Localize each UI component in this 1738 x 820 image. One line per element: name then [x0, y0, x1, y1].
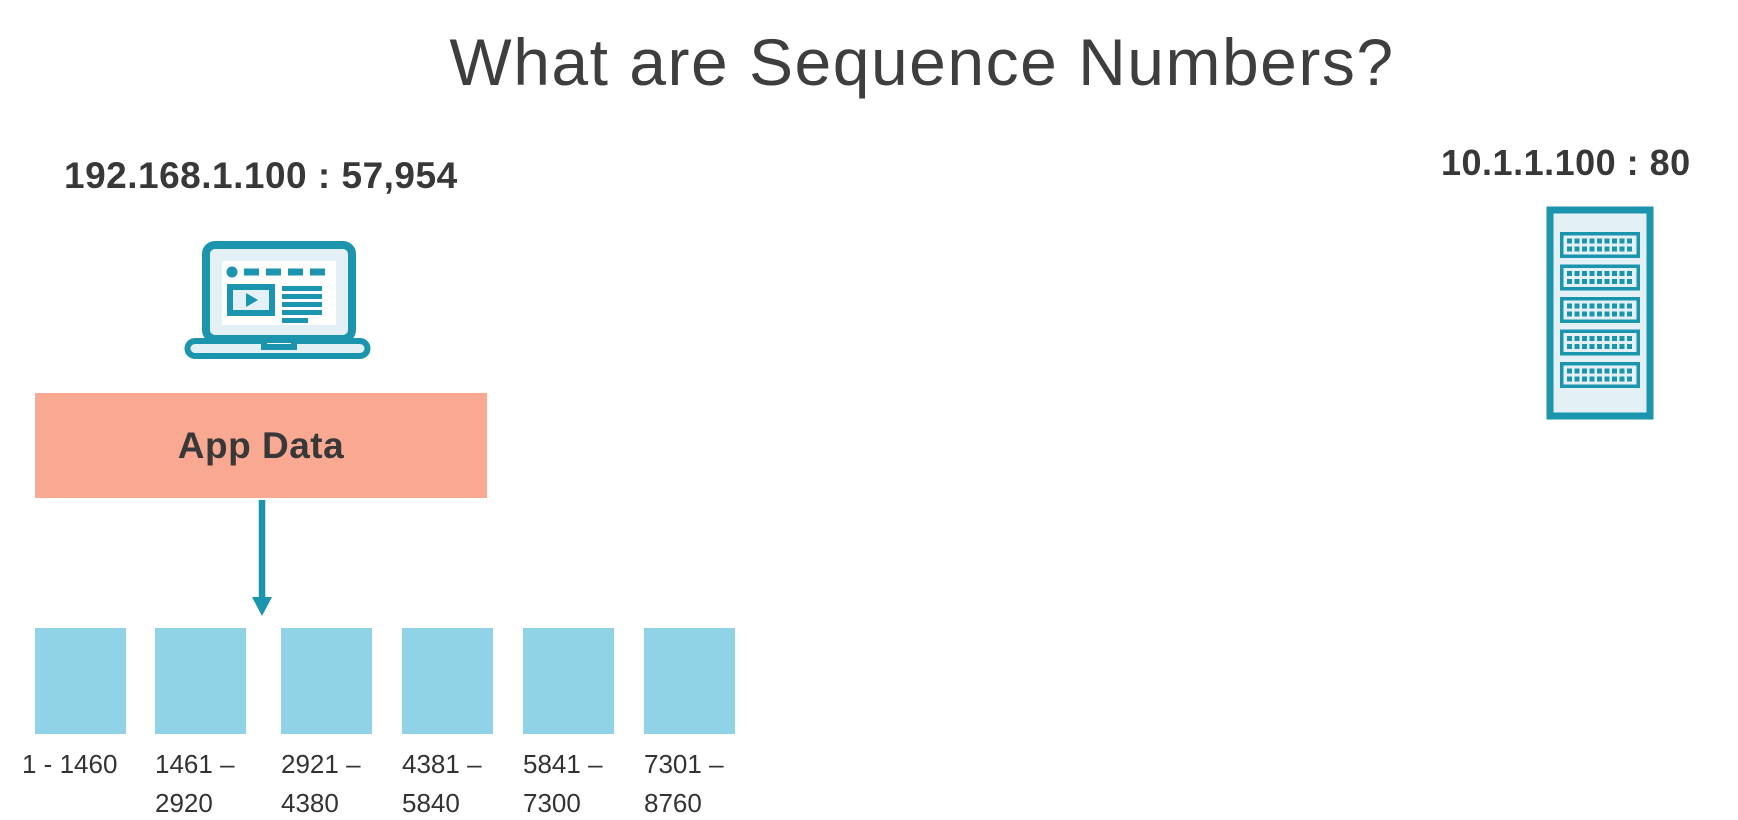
segment-square: [35, 628, 126, 734]
slide-title: What are Sequence Numbers?: [449, 25, 1395, 99]
segment-range-label: 1461 – 2920: [155, 749, 235, 818]
segment-square: [155, 628, 246, 734]
segment-block: 7301 – 8760: [644, 628, 736, 820]
segment-square: [281, 628, 372, 734]
segment-square: [644, 628, 735, 734]
segment-block: 1461 – 2920: [155, 628, 247, 820]
client-address: 192.168.1.100 : 57,954: [64, 155, 458, 196]
segment-block: 5841 – 7300: [523, 628, 615, 820]
server-address: 10.1.1.100 : 80: [1441, 142, 1691, 183]
app-data-label: App Data: [177, 424, 345, 466]
segment-block: 2921 – 4380: [281, 628, 373, 820]
segment-range-label: 2921 – 4380: [281, 749, 361, 818]
segment-square: [402, 628, 493, 734]
segment-range-label: 1 - 1460: [22, 749, 118, 779]
laptop-icon: [184, 241, 372, 359]
segment-block: 1 - 1460: [22, 628, 127, 784]
segment-range-label: 7301 – 8760: [644, 749, 724, 818]
down-arrow-icon: [251, 500, 273, 618]
server-rack-icon: [1546, 206, 1654, 420]
segment-range-label: 4381 – 5840: [402, 749, 482, 818]
app-data-box: App Data: [35, 393, 487, 498]
segment-range-label: 5841 – 7300: [523, 749, 603, 818]
segment-square: [523, 628, 614, 734]
segment-block: 4381 – 5840: [402, 628, 494, 820]
